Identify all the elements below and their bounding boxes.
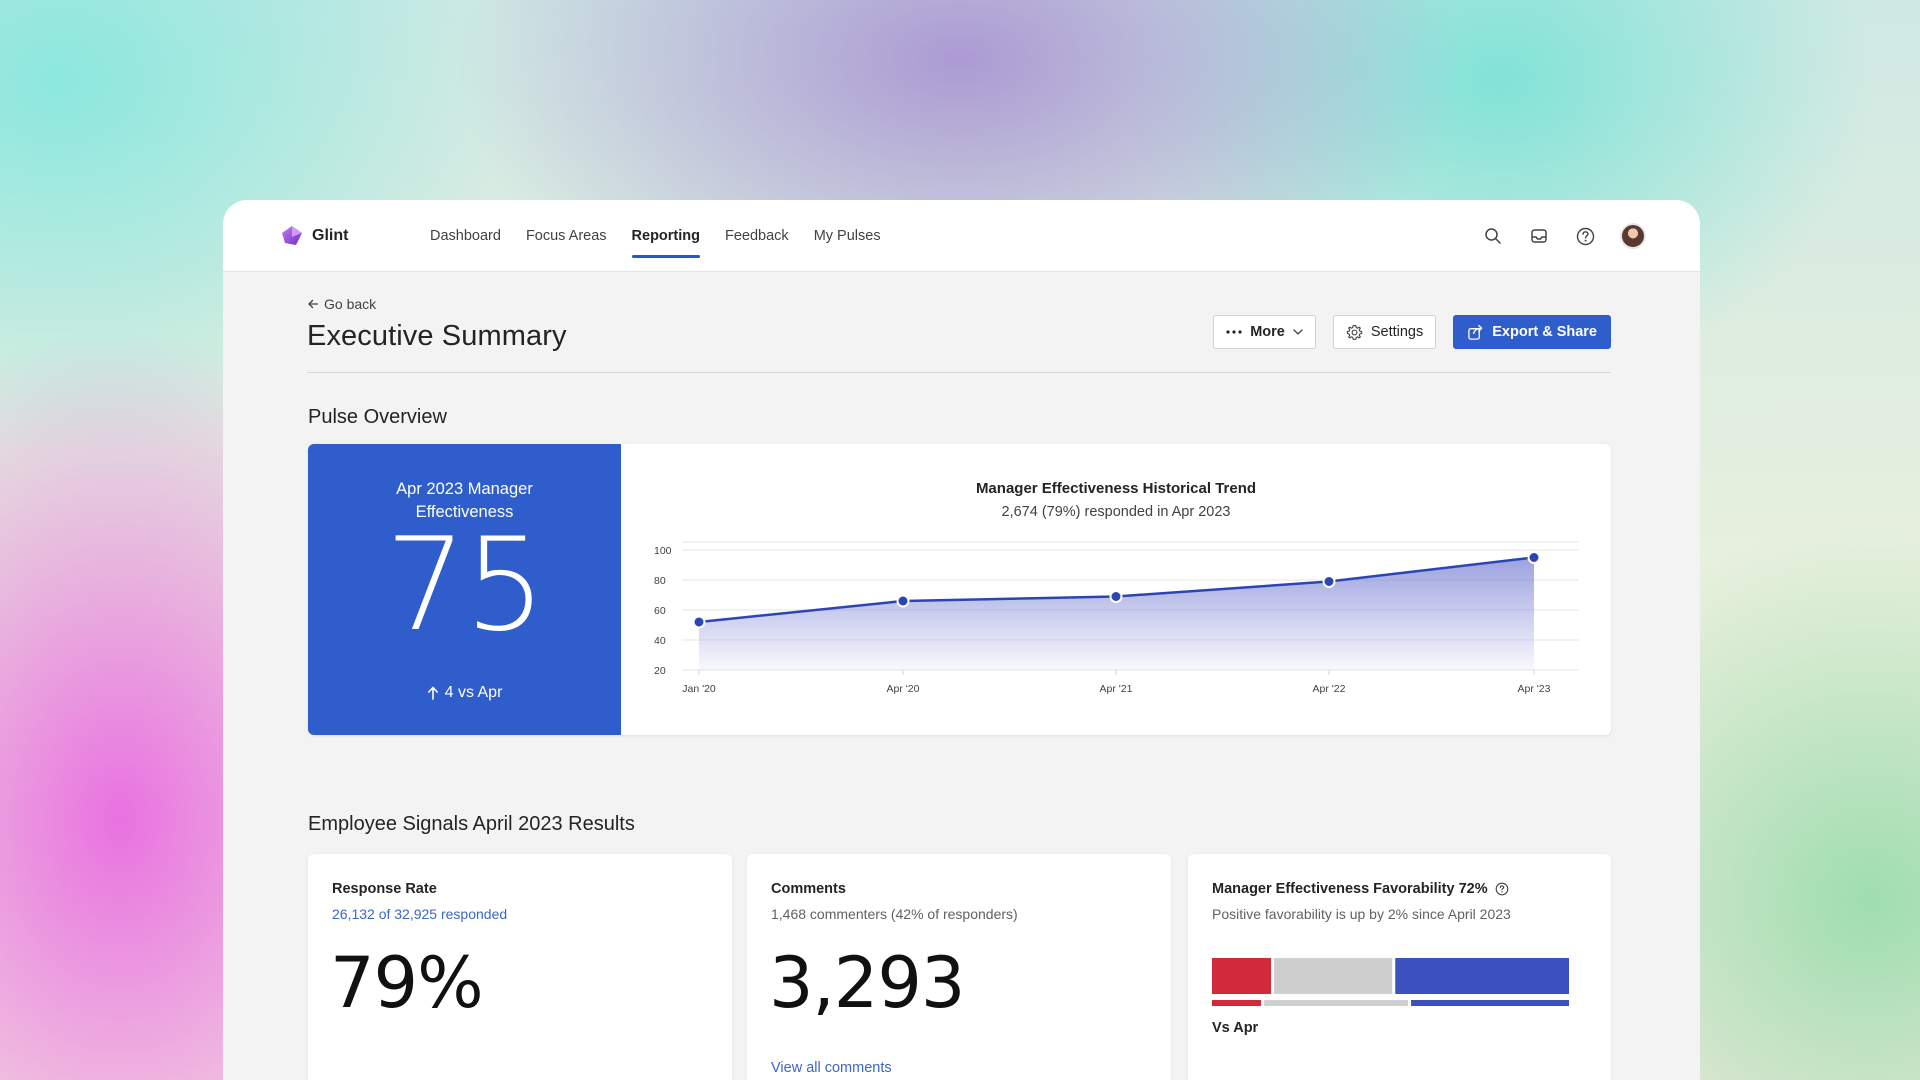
current-unfavorable-bar — [1212, 958, 1272, 994]
more-button[interactable]: More — [1213, 315, 1316, 349]
gear-icon — [1346, 324, 1363, 340]
settings-label: Settings — [1370, 324, 1424, 340]
response-rate-value: 79% — [330, 942, 484, 1024]
x-tick-label: Apr '20 — [887, 683, 920, 695]
top-navigation-bar: Glint Dashboard Focus Areas Reporting Fe… — [223, 200, 1700, 272]
brand[interactable]: Glint — [281, 200, 348, 272]
header-divider — [307, 372, 1611, 373]
more-label: More — [1250, 324, 1285, 340]
score-value: 75 — [385, 511, 546, 660]
y-tick-label: 20 — [654, 665, 666, 677]
previous-favorable-bar — [1411, 1000, 1569, 1006]
arrow-left-icon — [308, 299, 319, 309]
export-share-label: Export & Share — [1492, 324, 1597, 340]
top-icons — [1482, 200, 1646, 272]
comments-card: Comments 1,468 commenters (42% of respon… — [747, 854, 1171, 1080]
current-favorable-bar — [1395, 958, 1569, 994]
pulse-overview-title: Pulse Overview — [308, 406, 447, 428]
previous-neutral-bar — [1264, 1000, 1409, 1006]
ellipsis-icon — [1226, 330, 1242, 334]
chart-title: Manager Effectiveness Historical Trend — [975, 480, 1257, 497]
trend-point — [692, 615, 706, 629]
user-avatar[interactable] — [1620, 223, 1646, 249]
view-all-comments-link[interactable]: View all comments — [771, 1060, 892, 1076]
x-tick-label: Jan '20 — [682, 683, 716, 695]
response-rate-card: Response Rate 26,132 of 32,925 responded… — [308, 854, 732, 1080]
trend-point — [896, 594, 910, 608]
favorability-card: Manager Effectiveness Favorability 72% P… — [1188, 854, 1611, 1080]
chart-subtitle: 2,674 (79%) responded in Apr 2023 — [1001, 504, 1231, 520]
nav-tab-feedback[interactable]: Feedback — [725, 228, 789, 244]
current-neutral-bar — [1274, 958, 1393, 994]
nav-tab-reporting[interactable]: Reporting — [631, 200, 701, 272]
info-icon[interactable] — [1495, 882, 1509, 896]
trend-point — [1109, 590, 1123, 603]
nav-tab-dashboard[interactable]: Dashboard — [430, 228, 501, 244]
favorability-vs-label: Vs Apr — [1212, 1020, 1259, 1036]
go-back-link[interactable]: Go back — [307, 296, 376, 312]
app-window: Glint Dashboard Focus Areas Reporting Fe… — [223, 200, 1700, 1080]
help-icon[interactable] — [1574, 225, 1596, 247]
favorability-subtitle: Positive favorability is up by 2% since … — [1212, 906, 1511, 922]
y-tick-label: 80 — [654, 575, 666, 587]
y-tick-label: 60 — [654, 605, 666, 617]
comments-value: 3,293 — [769, 942, 965, 1024]
score-panel: Apr 2023 Manager Effectiveness 75 4 vs A… — [308, 444, 621, 735]
trend-point — [1527, 551, 1541, 564]
trend-area-fill — [699, 557, 1534, 670]
settings-button[interactable]: Settings — [1332, 315, 1437, 349]
favorability-title: Manager Effectiveness Favorability 72% — [1212, 881, 1488, 897]
nav-tab-focus-areas[interactable]: Focus Areas — [525, 228, 607, 244]
score-delta: 4 vs Apr — [308, 684, 621, 702]
y-tick-label: 40 — [654, 635, 666, 647]
arrow-up-icon — [427, 686, 438, 700]
share-icon — [1468, 324, 1483, 340]
header-actions: More Settings Export & Share — [1213, 315, 1611, 349]
nav-tab-my-pulses[interactable]: My Pulses — [813, 228, 881, 244]
response-rate-subtitle[interactable]: 26,132 of 32,925 responded — [332, 906, 508, 922]
employee-signals-row: Response Rate 26,132 of 32,925 responded… — [308, 854, 1612, 1080]
x-tick-label: Apr '22 — [1313, 683, 1346, 695]
comments-title: Comments — [771, 881, 846, 897]
trend-chart: 20 40 60 80 100 Jan '20 Apr '20 Apr '21 Apr '22 A… — [654, 541, 1579, 695]
y-tick-label: 100 — [654, 545, 672, 557]
pulse-overview-card: Apr 2023 Manager Effectiveness 75 4 vs A… — [308, 444, 1611, 735]
x-tick-label: Apr '23 — [1518, 683, 1551, 695]
export-share-button[interactable]: Export & Share — [1453, 315, 1611, 349]
main-nav: Dashboard Focus Areas Reporting Feedback… — [430, 200, 881, 272]
glint-logo-icon — [282, 226, 302, 245]
favorability-title-row: Manager Effectiveness Favorability 72% — [1212, 881, 1509, 897]
search-icon[interactable] — [1482, 225, 1504, 247]
employee-signals-title: Employee Signals April 2023 Results — [308, 813, 635, 835]
inbox-icon[interactable] — [1528, 225, 1550, 247]
response-rate-title: Response Rate — [332, 881, 437, 897]
comments-subtitle: 1,468 commenters (42% of responders) — [771, 906, 1018, 922]
x-tick-label: Apr '21 — [1100, 683, 1133, 695]
page-title: Executive Summary — [307, 320, 567, 352]
chevron-down-icon — [1293, 329, 1303, 335]
previous-unfavorable-bar — [1212, 1000, 1262, 1006]
favorability-bars — [1212, 958, 1569, 1006]
score-label: Apr 2023 Manager Effectiveness — [396, 480, 533, 521]
score-delta-label: 4 vs Apr — [444, 684, 503, 701]
trend-point — [1322, 575, 1336, 588]
brand-name: Glint — [312, 227, 349, 244]
go-back-label: Go back — [324, 296, 377, 312]
